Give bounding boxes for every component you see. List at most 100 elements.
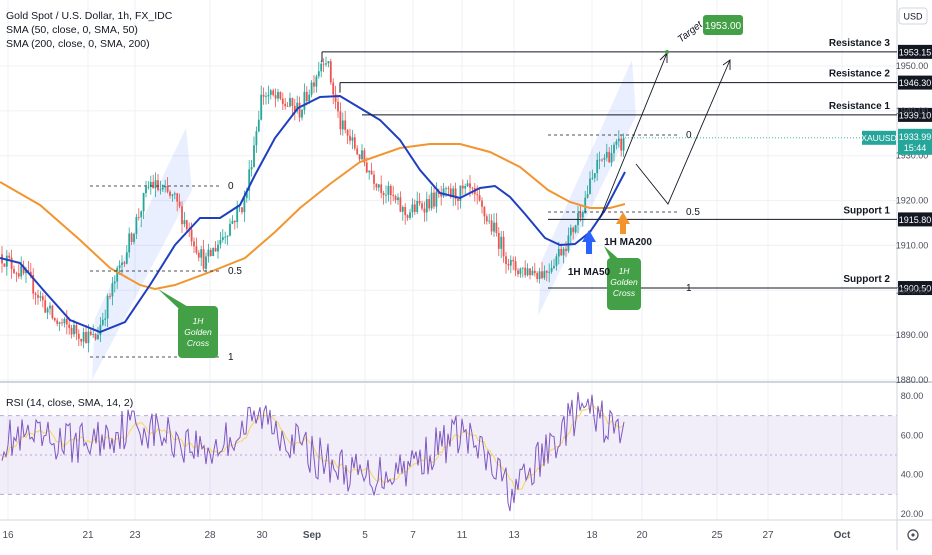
candle-body	[579, 212, 582, 218]
candle-body	[169, 191, 171, 196]
ma200-label: 1H MA200	[604, 237, 652, 248]
candle-body	[183, 220, 186, 225]
candle-body	[17, 273, 20, 277]
settings-icon[interactable]	[907, 529, 919, 541]
candle-body	[421, 203, 423, 209]
candle-body	[73, 324, 75, 335]
candle-body	[214, 247, 217, 252]
level-label: Resistance 2	[829, 69, 891, 80]
candle-body	[195, 246, 198, 253]
candle-body	[32, 275, 35, 294]
candle-body	[226, 235, 229, 237]
candle-body	[253, 145, 255, 168]
candle-body	[77, 333, 80, 339]
candle-body	[41, 296, 44, 301]
fib-label: 1	[686, 283, 692, 294]
candle-body	[245, 190, 248, 199]
candle-body	[548, 271, 551, 273]
candle-body	[385, 194, 387, 196]
sma50-line	[0, 94, 626, 334]
candle-body	[476, 194, 479, 196]
candle-body	[166, 185, 169, 192]
time-tick: 13	[508, 530, 520, 541]
symbol-tag-bg	[862, 130, 896, 145]
candle-body	[310, 82, 313, 95]
target-box: 1953.00	[703, 15, 743, 35]
candle-body	[550, 267, 553, 272]
price-tick: 1950.00	[896, 61, 929, 71]
candle-body	[87, 331, 90, 344]
candle-body	[346, 129, 349, 136]
level-price-tag-text: 1953.15	[899, 47, 932, 57]
target-point	[665, 50, 669, 54]
candle-body	[301, 109, 303, 118]
candle-body	[615, 141, 618, 145]
candle-body	[97, 334, 99, 340]
candle-body	[260, 94, 263, 120]
candle-body	[5, 255, 8, 267]
candle-body	[13, 268, 15, 274]
level-label: Resistance 3	[829, 38, 891, 49]
ma-markers: 1H MA50 1H MA200	[568, 212, 652, 278]
candle-body	[341, 120, 344, 130]
candle-body	[137, 216, 140, 218]
rsi-line	[1, 392, 625, 512]
rsi-axis: 20.00 40.00 60.00 80.00	[901, 391, 924, 519]
candle-body	[147, 186, 150, 188]
legend-sma200[interactable]: SMA (200, close, 0, SMA, 200)	[6, 38, 150, 50]
candle-body	[613, 144, 615, 154]
candle-body	[435, 191, 438, 207]
candle-body	[365, 162, 368, 173]
level-price-tag-text: 1900.50	[899, 284, 932, 294]
candle-body	[620, 138, 623, 151]
candle-body	[236, 207, 239, 223]
time-tick: Oct	[834, 530, 851, 541]
candle-body	[267, 94, 270, 97]
candle-body	[445, 188, 447, 190]
price-tick: 1910.00	[896, 240, 929, 250]
level-price-tag: 1900.50	[898, 281, 932, 296]
candle-body	[51, 305, 54, 319]
scenario-arrow	[635, 59, 731, 205]
candle-body	[538, 271, 541, 279]
candle-body	[591, 177, 594, 179]
candle-body	[164, 185, 167, 188]
rsi-tick: 60.00	[901, 430, 924, 440]
candle-body	[63, 318, 66, 324]
candle-body	[154, 180, 157, 189]
time-tick: 23	[129, 530, 141, 541]
candle-body	[10, 257, 13, 269]
candle-body	[466, 183, 469, 187]
candle-body	[526, 268, 529, 276]
legend-symbol[interactable]: Gold Spot / U.S. Dollar, 1h, FX_IDC	[6, 10, 173, 22]
level-price-tag: 1915.80	[898, 212, 932, 227]
candle-body	[447, 188, 450, 190]
level-price-tag: 1946.30	[898, 75, 932, 90]
candle-body	[469, 183, 471, 188]
candle-body	[368, 170, 371, 173]
golden-cross-text: Golden	[610, 277, 638, 287]
candle-body	[296, 102, 299, 112]
candle-body	[557, 248, 560, 257]
candle-body	[502, 236, 505, 257]
candle-body	[313, 82, 315, 87]
fib-label: 0	[686, 130, 692, 141]
time-tick: 11	[457, 530, 468, 541]
candle-body	[298, 102, 301, 118]
candle-body	[106, 295, 109, 319]
legend-sma50[interactable]: SMA (50, close, 0, SMA, 50)	[6, 24, 138, 36]
time-tick: 25	[711, 530, 723, 541]
time-tick: 5	[362, 530, 368, 541]
candle-body	[560, 248, 563, 256]
legend-rsi-label[interactable]: RSI (14, close, SMA, 14, 2)	[6, 397, 134, 409]
level-price-tag-bg	[898, 107, 932, 122]
ma50-up-arrow	[582, 230, 596, 254]
settings-icon-center	[911, 533, 915, 537]
candle-body	[75, 324, 78, 334]
candle-body	[569, 227, 572, 236]
candle-body	[380, 184, 383, 193]
candle-body	[217, 244, 219, 252]
price-tick: 1920.00	[896, 196, 929, 206]
